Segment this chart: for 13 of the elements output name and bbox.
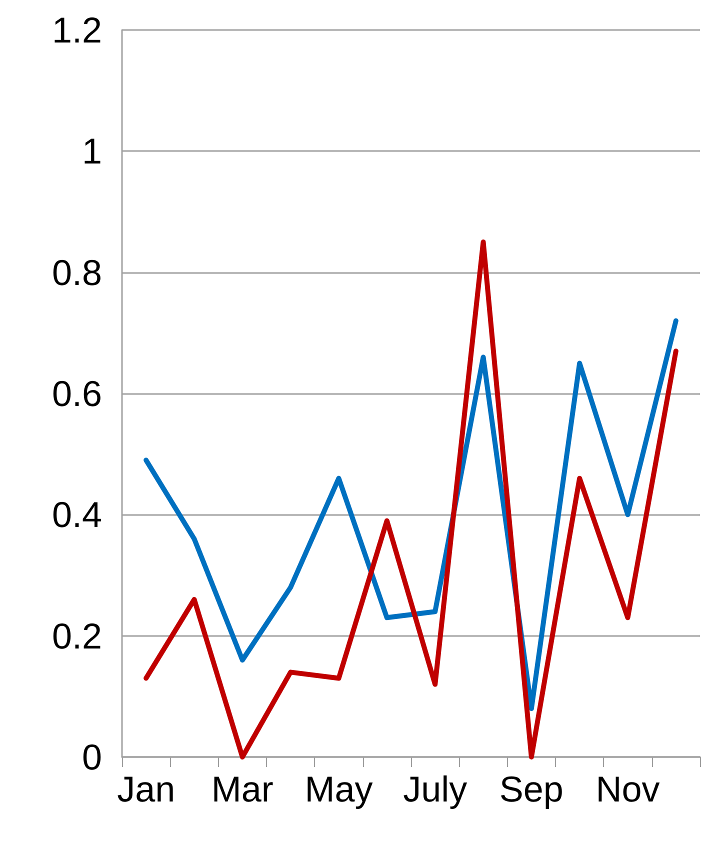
- y-tick-label: 0.2: [52, 615, 102, 656]
- x-tick-label: July: [403, 768, 468, 810]
- x-tick-label: Jan: [117, 768, 176, 810]
- x-tick-label: Sep: [499, 768, 564, 810]
- y-tick-label: 0: [82, 736, 102, 778]
- y-tick-label: 0.6: [52, 373, 102, 414]
- x-tick-label: May: [304, 768, 373, 810]
- x-tick-label: Mar: [211, 768, 274, 810]
- y-tick-label: 0.4: [52, 494, 102, 536]
- y-tick-label: 0.8: [52, 252, 102, 293]
- y-tick-label: 1: [82, 130, 102, 172]
- x-tick-label: Nov: [596, 768, 660, 810]
- y-tick-label: 1.2: [52, 10, 102, 50]
